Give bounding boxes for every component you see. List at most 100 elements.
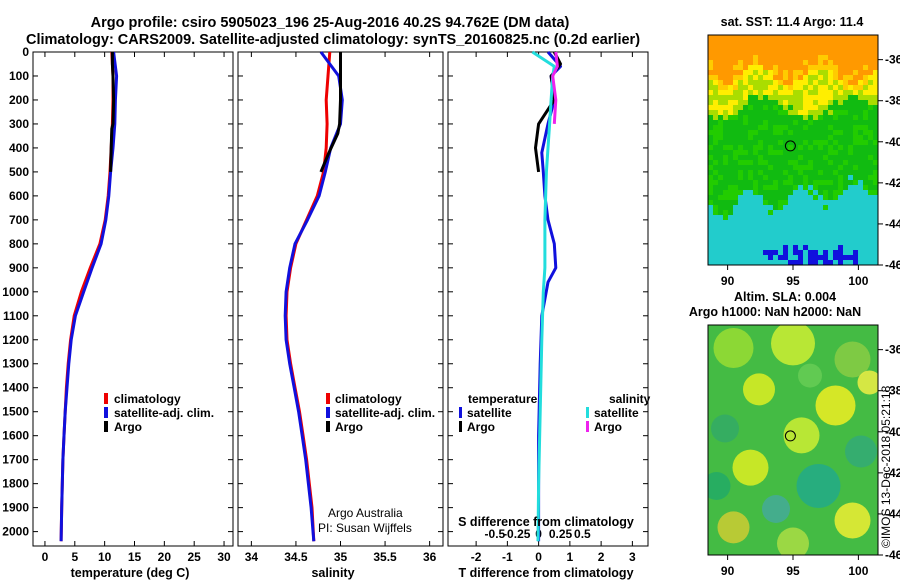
sst-cell [733, 155, 739, 161]
y-tick-label: 900 [9, 261, 29, 275]
sst-cell [828, 220, 834, 226]
sst-cell [858, 240, 864, 246]
legend-swatch-t-satellite [459, 407, 462, 418]
sst-cell [748, 165, 754, 171]
sst-cell [868, 160, 874, 166]
sst-cell [863, 120, 869, 126]
sst-cell [768, 210, 774, 216]
sst-cell [808, 190, 814, 196]
salinity-xlabel: salinity [311, 566, 354, 580]
sst-cell [798, 40, 804, 46]
sst-cell [728, 145, 734, 151]
sst-cell [813, 115, 819, 121]
sst-cell [798, 250, 804, 256]
sst-cell [738, 195, 744, 201]
sst-cell [833, 185, 839, 191]
sst-cell [758, 135, 764, 141]
sst-cell [763, 170, 769, 176]
y-tick-label: 2000 [2, 525, 29, 539]
sst-cell [818, 260, 824, 265]
sst-cell [833, 65, 839, 71]
sst-cell [738, 175, 744, 181]
sst-cell [783, 165, 789, 171]
sst-cell [808, 170, 814, 176]
sst-cell [768, 170, 774, 176]
sst-cell [743, 45, 749, 51]
sst-cell [763, 85, 769, 91]
sst-cell [758, 35, 764, 41]
sst-cell [728, 60, 734, 66]
sst-cell [718, 175, 724, 181]
sst-cell [788, 60, 794, 66]
sst-cell [708, 60, 714, 66]
sst-cell [803, 70, 809, 76]
sst-cell [868, 175, 874, 181]
sst-cell [808, 45, 814, 51]
sst-cell [833, 50, 839, 56]
sst-cell [788, 70, 794, 76]
sst-cell [748, 70, 754, 76]
sst-cell [863, 185, 869, 191]
sst-cell [773, 230, 779, 236]
sst-cell [778, 35, 784, 41]
sst-cell [813, 150, 819, 156]
sst-cell [753, 200, 759, 206]
sst-cell [798, 170, 804, 176]
sst-cell [733, 170, 739, 176]
sst-cell [793, 220, 799, 226]
sst-cell [738, 210, 744, 216]
sst-cell [863, 100, 869, 106]
sst-cell [723, 250, 729, 256]
sst-cell [823, 195, 829, 201]
sst-cell [868, 190, 874, 196]
sst-cell [728, 105, 734, 111]
sst-cell [748, 55, 754, 61]
sst-cell [793, 230, 799, 236]
sst-cell [863, 205, 869, 211]
sst-cell [713, 215, 719, 221]
sst-cell [773, 35, 779, 41]
sst-cell [788, 255, 794, 261]
sst-cell [873, 125, 878, 131]
sst-cell [773, 170, 779, 176]
sst-cell [813, 215, 819, 221]
map-x-tick-label: 100 [848, 564, 868, 578]
sst-cell [798, 245, 804, 251]
sst-cell [863, 210, 869, 216]
sst-cell [808, 40, 814, 46]
sst-cell [828, 150, 834, 156]
sst-cell [778, 200, 784, 206]
sst-cell [778, 225, 784, 231]
sst-cell [843, 170, 849, 176]
sst-cell [768, 215, 774, 221]
sst-cell [863, 95, 869, 101]
sst-cell [783, 100, 789, 106]
sst-cell [848, 205, 854, 211]
sst-cell [778, 195, 784, 201]
sst-cell [868, 185, 874, 191]
sst-cell [838, 85, 844, 91]
x-tick-label: 0 [535, 550, 542, 564]
sst-cell [748, 150, 754, 156]
sst-cell [733, 250, 739, 256]
sst-cell [743, 100, 749, 106]
sst-cell [853, 115, 859, 121]
sst-cell [733, 85, 739, 91]
sst-cell [828, 55, 834, 61]
sst-cell [753, 240, 759, 246]
map-y-tick-label: -38 [885, 384, 900, 398]
sst-cell [843, 70, 849, 76]
sst-cell [858, 210, 864, 216]
sst-cell [818, 255, 824, 261]
sst-cell [863, 170, 869, 176]
sst-cell [763, 130, 769, 136]
sst-cell [858, 215, 864, 221]
sst-cell [823, 70, 829, 76]
sst-cell [788, 130, 794, 136]
sst-cell [798, 125, 804, 131]
sst-cell [773, 215, 779, 221]
sst-cell [778, 110, 784, 116]
sst-cell [728, 75, 734, 81]
x-tick-label: 5 [71, 550, 78, 564]
sst-cell [773, 95, 779, 101]
